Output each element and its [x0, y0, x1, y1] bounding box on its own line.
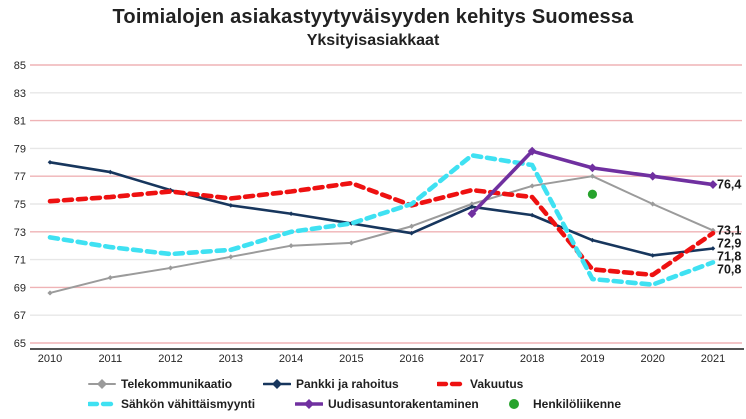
series-end-value-label: 71,8: [717, 249, 741, 263]
data-point-marker: [107, 275, 113, 281]
legend-series-icon: [88, 379, 116, 389]
data-point-marker: [288, 243, 294, 249]
chart-subtitle: Yksityisasiakkaat: [306, 32, 440, 49]
axis-label: 2014: [279, 353, 303, 365]
data-point-marker: [107, 169, 113, 175]
axis-label: 83: [14, 88, 26, 100]
legend-item-uudisasuntorakentaminen: Uudisasuntorakentaminen: [295, 396, 479, 412]
chart-title: Toimialojen asiakastyytyväisyyden kehity…: [112, 6, 634, 28]
legend-series-icon: [295, 399, 323, 409]
legend-series-icon: [437, 381, 465, 387]
series-line: [47, 153, 716, 287]
data-point-marker: [469, 204, 475, 210]
axis-label: 79: [14, 143, 26, 155]
legend-label: Vakuutus: [470, 377, 524, 391]
legend-series-icon: [509, 399, 519, 409]
axis-label: 2017: [460, 353, 484, 365]
legend-label: Telekommunikaatio: [121, 377, 233, 391]
legend-label: Pankki ja rahoitus: [296, 377, 399, 391]
legend-item-henkiloliikenne: Henkilöliikenne: [500, 396, 621, 412]
axis-label: 65: [14, 338, 26, 350]
data-point-marker: [348, 240, 354, 246]
axis-label: 81: [14, 116, 26, 128]
axis-label: 2010: [38, 353, 62, 365]
data-point-marker: [409, 230, 414, 236]
data-point-marker: [47, 290, 53, 296]
data-point-marker: [650, 253, 655, 258]
data-point-marker: [529, 212, 535, 218]
legend-item-vakuutus: Vakuutus: [437, 376, 523, 392]
data-point-marker: [228, 254, 234, 260]
series-line: [47, 180, 716, 278]
axis-label: 2016: [399, 353, 423, 365]
data-point-marker: [710, 246, 716, 251]
axis-label: 2018: [520, 353, 544, 365]
axis-label: 2012: [158, 353, 182, 365]
axis-label: 2020: [640, 353, 664, 365]
data-point-marker: [467, 209, 477, 219]
series-end-value-label: 70,8: [717, 262, 741, 276]
legend-label: Sähkön vähittäismyynti: [121, 397, 256, 411]
data-point-marker: [587, 189, 598, 199]
legend-item-sahkon-vahittaismyynti: Sähkön vähittäismyynti: [88, 396, 255, 412]
data-point-marker: [47, 160, 53, 165]
series-end-value-label: 72,9: [717, 236, 741, 250]
data-point-marker: [527, 146, 537, 156]
axis-label: 77: [14, 171, 26, 183]
axis-label: 71: [14, 255, 26, 267]
axis-label: 75: [14, 199, 26, 211]
axis-label: 2013: [219, 353, 243, 365]
data-point-marker: [648, 171, 658, 181]
legend-label: Henkilöliikenne: [533, 397, 622, 411]
axis-label: 2011: [98, 353, 122, 365]
legend-label: Uudisasuntorakentaminen: [328, 397, 479, 411]
legend-series-icon: [88, 401, 116, 407]
data-point-marker: [167, 265, 174, 271]
data-point-marker: [469, 201, 475, 207]
data-point-marker: [409, 223, 415, 229]
axis-label: 69: [14, 282, 26, 294]
data-point-marker: [288, 211, 294, 217]
legend-series-icon: [263, 379, 291, 389]
data-point-marker: [708, 180, 718, 189]
axis-label: 2021: [701, 353, 725, 365]
legend-item-pankki-ja-rahoitus: Pankki ja rahoitus: [263, 376, 399, 392]
axis-label: 2019: [580, 353, 604, 365]
axis-label: 73: [14, 227, 26, 239]
data-point-marker: [529, 183, 535, 189]
axis-label: 2015: [339, 353, 363, 365]
series-line: [49, 175, 714, 294]
data-point-marker: [588, 163, 597, 173]
series-end-value-label: 76,4: [717, 178, 741, 192]
axis-label: 85: [14, 60, 26, 72]
axis-label: 67: [14, 310, 26, 322]
data-point-marker: [589, 173, 596, 179]
data-point-marker: [590, 237, 595, 243]
data-point-marker: [228, 203, 234, 208]
legend-item-telekommunikaatio: Telekommunikaatio: [88, 376, 232, 392]
data-point-marker: [650, 201, 656, 207]
series-end-value-label: 73,1: [717, 223, 741, 237]
series-line: [48, 161, 715, 257]
